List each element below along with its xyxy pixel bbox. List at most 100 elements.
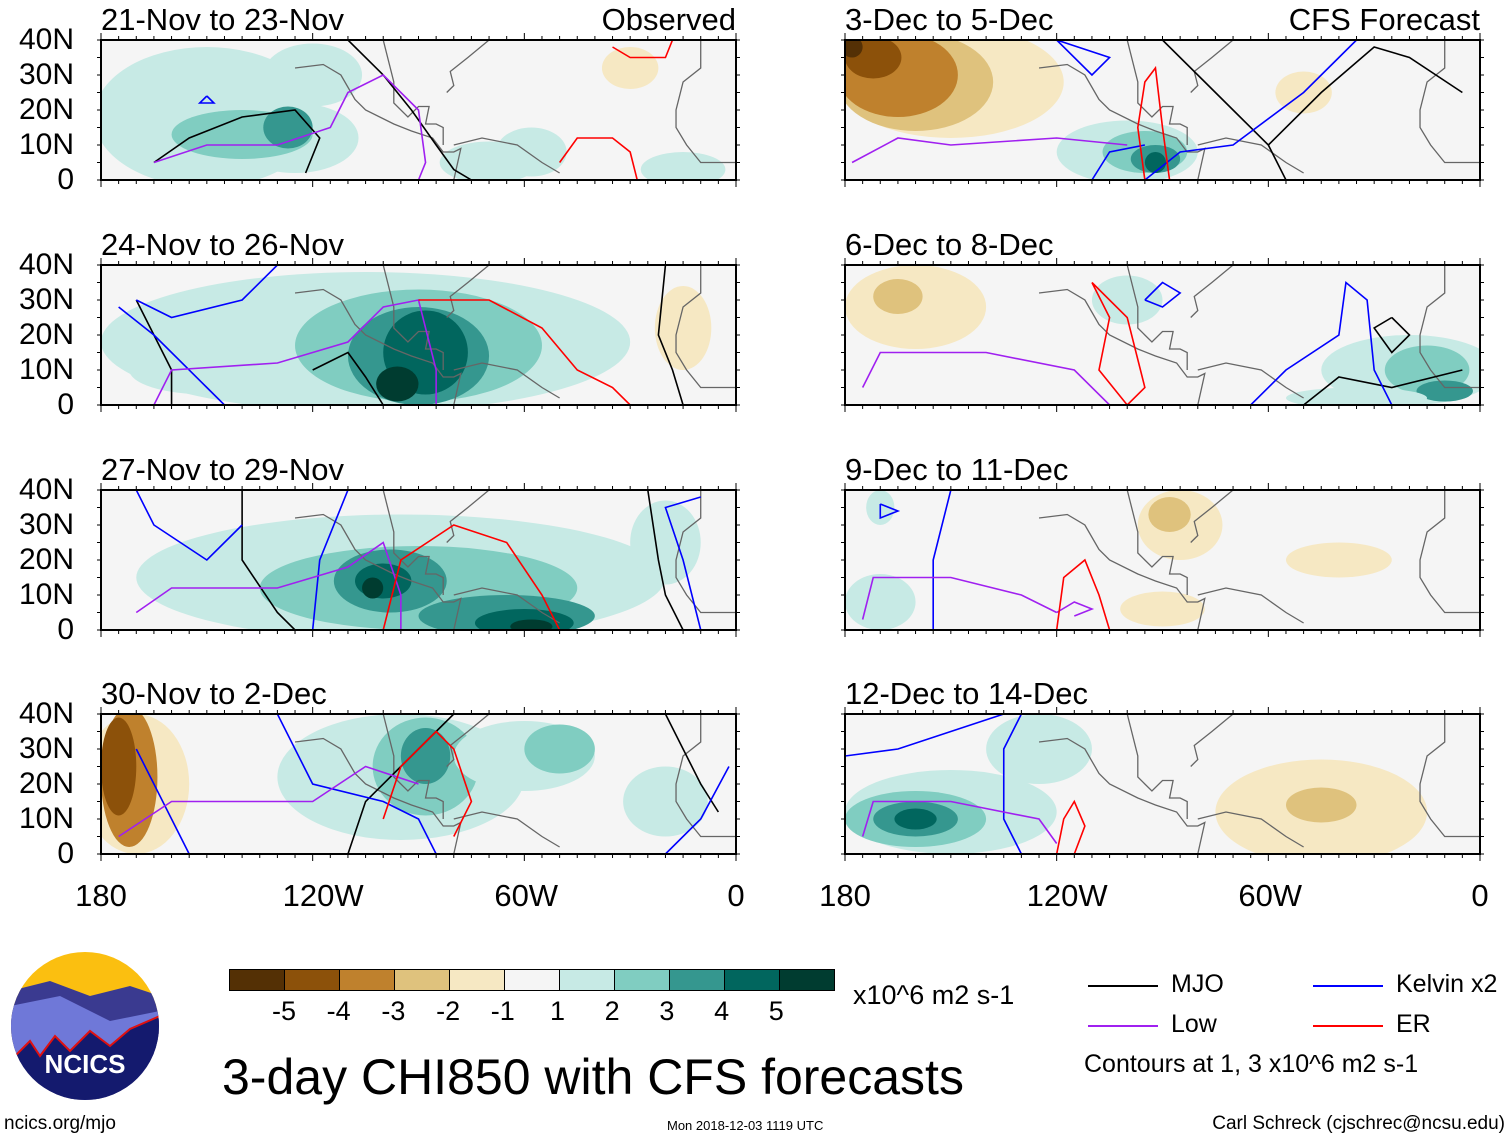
filtered-contour — [861, 800, 1058, 844]
coastline — [1190, 714, 1234, 767]
chi-shading-region — [1285, 542, 1392, 578]
filtered-contour — [118, 765, 419, 838]
lat-tick-label: 20N — [18, 543, 74, 576]
chi-shading-region — [845, 574, 916, 630]
lat-tick-label: 10N — [18, 128, 74, 161]
colorbar-swatch — [669, 969, 725, 991]
lon-tick-label: 120W — [1026, 878, 1108, 913]
panel-title: 24-Nov to 26-Nov — [101, 227, 344, 262]
filtered-contour — [135, 748, 190, 854]
chi-shading-region — [1285, 787, 1357, 823]
coastline — [1197, 811, 1304, 848]
filtered-contour — [1136, 65, 1171, 180]
map-content — [845, 490, 1480, 630]
lat-tick-label: 30N — [18, 508, 74, 541]
map-content — [845, 265, 1480, 405]
colorbar-tick-label: -2 — [436, 996, 461, 1026]
colorbar-tick-label: 2 — [604, 996, 620, 1026]
lon-tick-label: 180 — [75, 878, 127, 913]
coastline — [1038, 288, 1206, 405]
filtered-contour — [382, 730, 473, 837]
coastline — [453, 362, 560, 399]
contour-note: Contours at 1, 3 x10^6 m2 s-1 — [1084, 1050, 1419, 1078]
panel-title: 9-Dec to 11-Dec — [845, 452, 1069, 487]
legend-line-kelvin-x2 — [1313, 985, 1383, 987]
coastline — [446, 265, 490, 318]
coastline — [1197, 362, 1304, 399]
filtered-contour — [197, 95, 216, 104]
lon-tick-label: 180 — [819, 878, 871, 913]
chi-shading-region — [129, 345, 285, 395]
lon-tick-label: 120W — [282, 878, 364, 913]
colorbar-swatch — [779, 969, 835, 991]
footer-author: Carl Schreck (cjschrec@ncsu.edu) — [1212, 1113, 1505, 1134]
filtered-contour — [1055, 799, 1086, 854]
colorbar-swatch — [504, 969, 560, 991]
chi-shading-region — [894, 808, 937, 830]
colorbar-tick-label: -3 — [381, 996, 406, 1026]
lat-tick-label: 0 — [57, 388, 74, 421]
coastline — [1038, 63, 1206, 180]
map-content — [101, 40, 736, 180]
panel-source-label: CFS Forecast — [1288, 2, 1480, 37]
filtered-contour — [657, 265, 684, 405]
filtered-contour — [932, 490, 952, 630]
chi-shading-region — [1416, 380, 1473, 402]
chi-shading-region — [524, 724, 595, 774]
chi-shading-region — [640, 152, 726, 180]
colorbar-swatch — [339, 969, 395, 991]
coastline — [1038, 737, 1206, 854]
filtered-contour — [153, 109, 321, 174]
map-content — [845, 714, 1480, 854]
filtered-contour — [612, 40, 674, 59]
logo-art: NCICS — [11, 952, 159, 1100]
colorbar-swatch — [559, 969, 615, 991]
lon-tick-label: 0 — [1471, 878, 1489, 913]
chi-shading-region — [1091, 275, 1163, 325]
legend-label: Low — [1171, 1010, 1217, 1038]
map-panel — [97, 258, 740, 412]
lat-tick-label: 40N — [18, 248, 74, 281]
legend-line-low — [1088, 1025, 1158, 1027]
lat-tick-label: 40N — [18, 473, 74, 506]
logo-ridge — [11, 1014, 159, 1100]
filtered-contour — [647, 490, 684, 630]
map-panel — [841, 33, 1484, 187]
coastline — [453, 811, 560, 848]
coastline — [675, 40, 736, 164]
chi-shading-region — [510, 619, 553, 630]
figure-title: 3-day CHI850 with CFS forecasts — [222, 1049, 964, 1105]
chi-shading-region — [101, 717, 137, 816]
filtered-contour — [1144, 281, 1182, 308]
coastline — [446, 40, 490, 93]
map-content — [135, 490, 736, 630]
coastline — [382, 490, 444, 595]
filtered-contour — [118, 306, 226, 405]
filtered-contour — [1056, 601, 1095, 617]
coastline — [1038, 513, 1206, 630]
legend-label: Kelvin x2 — [1396, 970, 1498, 998]
filtered-contour — [1002, 714, 1023, 854]
filtered-contour — [861, 351, 1111, 405]
map-content — [101, 714, 736, 854]
map-panel — [841, 707, 1484, 861]
chi-shading-region — [376, 366, 419, 402]
coastline — [675, 490, 736, 614]
chi-shading-region — [1148, 497, 1191, 532]
filtered-contour — [418, 299, 631, 405]
colorbar-units: x10^6 m2 s-1 — [853, 980, 1015, 1010]
lon-tick-label: 60W — [494, 878, 559, 913]
coastline — [1190, 490, 1234, 543]
map-content — [845, 40, 1480, 180]
lat-tick-label: 40N — [18, 697, 74, 730]
filtered-contour — [879, 503, 901, 520]
map-panel — [97, 483, 740, 637]
colorbar-swatch — [724, 969, 780, 991]
footer-url: ncics.org/mjo — [4, 1113, 116, 1134]
chi-shading-region — [986, 714, 1092, 784]
coastline — [1126, 265, 1188, 370]
legend-label: ER — [1396, 1010, 1431, 1038]
filtered-contour — [276, 714, 437, 854]
filtered-contour — [1091, 281, 1146, 405]
